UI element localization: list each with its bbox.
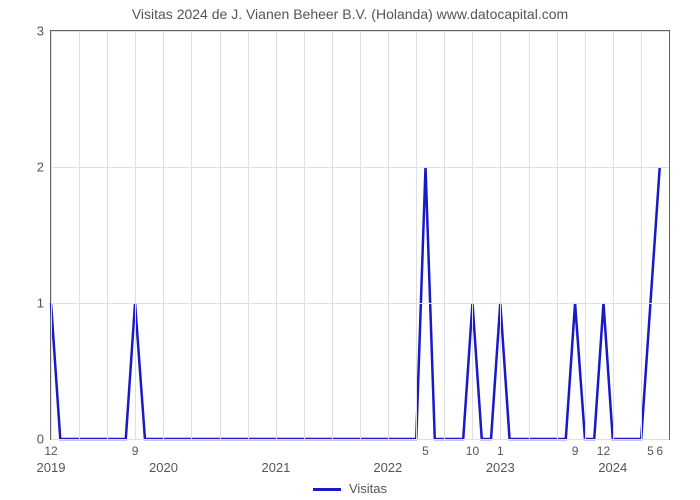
x-year-label: 2022 xyxy=(373,460,402,475)
grid-vertical-minor xyxy=(79,31,80,439)
grid-vertical-minor xyxy=(360,31,361,439)
y-tick-label: 0 xyxy=(4,432,44,447)
grid-vertical-minor xyxy=(416,31,417,439)
grid-vertical-minor xyxy=(248,31,249,439)
grid-vertical xyxy=(163,31,164,439)
plot-area xyxy=(50,30,670,440)
x-point-label: 5 xyxy=(422,444,429,458)
legend-swatch xyxy=(313,488,341,491)
x-year-label: 2024 xyxy=(598,460,627,475)
grid-vertical-minor xyxy=(585,31,586,439)
grid-vertical xyxy=(500,31,501,439)
grid-horizontal xyxy=(51,439,669,440)
x-year-label: 2021 xyxy=(261,460,290,475)
x-year-label: 2020 xyxy=(149,460,178,475)
grid-vertical-minor xyxy=(641,31,642,439)
grid-vertical xyxy=(51,31,52,439)
y-tick-label: 2 xyxy=(4,160,44,175)
grid-vertical-minor xyxy=(107,31,108,439)
grid-vertical xyxy=(388,31,389,439)
y-tick-label: 1 xyxy=(4,296,44,311)
x-point-label: 9 xyxy=(132,444,139,458)
x-point-label: 12 xyxy=(597,444,610,458)
y-tick-label: 3 xyxy=(4,24,44,39)
legend-label: Visitas xyxy=(349,481,387,496)
grid-vertical-minor xyxy=(529,31,530,439)
grid-vertical-minor xyxy=(557,31,558,439)
grid-vertical-minor xyxy=(332,31,333,439)
x-point-label: 6 xyxy=(656,444,663,458)
chart-title: Visitas 2024 de J. Vianen Beheer B.V. (H… xyxy=(0,6,700,22)
grid-vertical-minor xyxy=(444,31,445,439)
x-point-label: 9 xyxy=(572,444,579,458)
grid-vertical-minor xyxy=(135,31,136,439)
grid-vertical xyxy=(613,31,614,439)
x-year-label: 2019 xyxy=(37,460,66,475)
grid-vertical-minor xyxy=(304,31,305,439)
grid-vertical-minor xyxy=(472,31,473,439)
grid-vertical-minor xyxy=(191,31,192,439)
chart-container: Visitas 2024 de J. Vianen Beheer B.V. (H… xyxy=(0,0,700,500)
grid-vertical-minor xyxy=(220,31,221,439)
legend: Visitas xyxy=(0,481,700,496)
grid-vertical xyxy=(276,31,277,439)
x-point-label: 10 xyxy=(466,444,479,458)
x-point-label: 5 xyxy=(647,444,654,458)
x-year-label: 2023 xyxy=(486,460,515,475)
x-point-label: 1 xyxy=(497,444,504,458)
x-point-label: 12 xyxy=(44,444,57,458)
